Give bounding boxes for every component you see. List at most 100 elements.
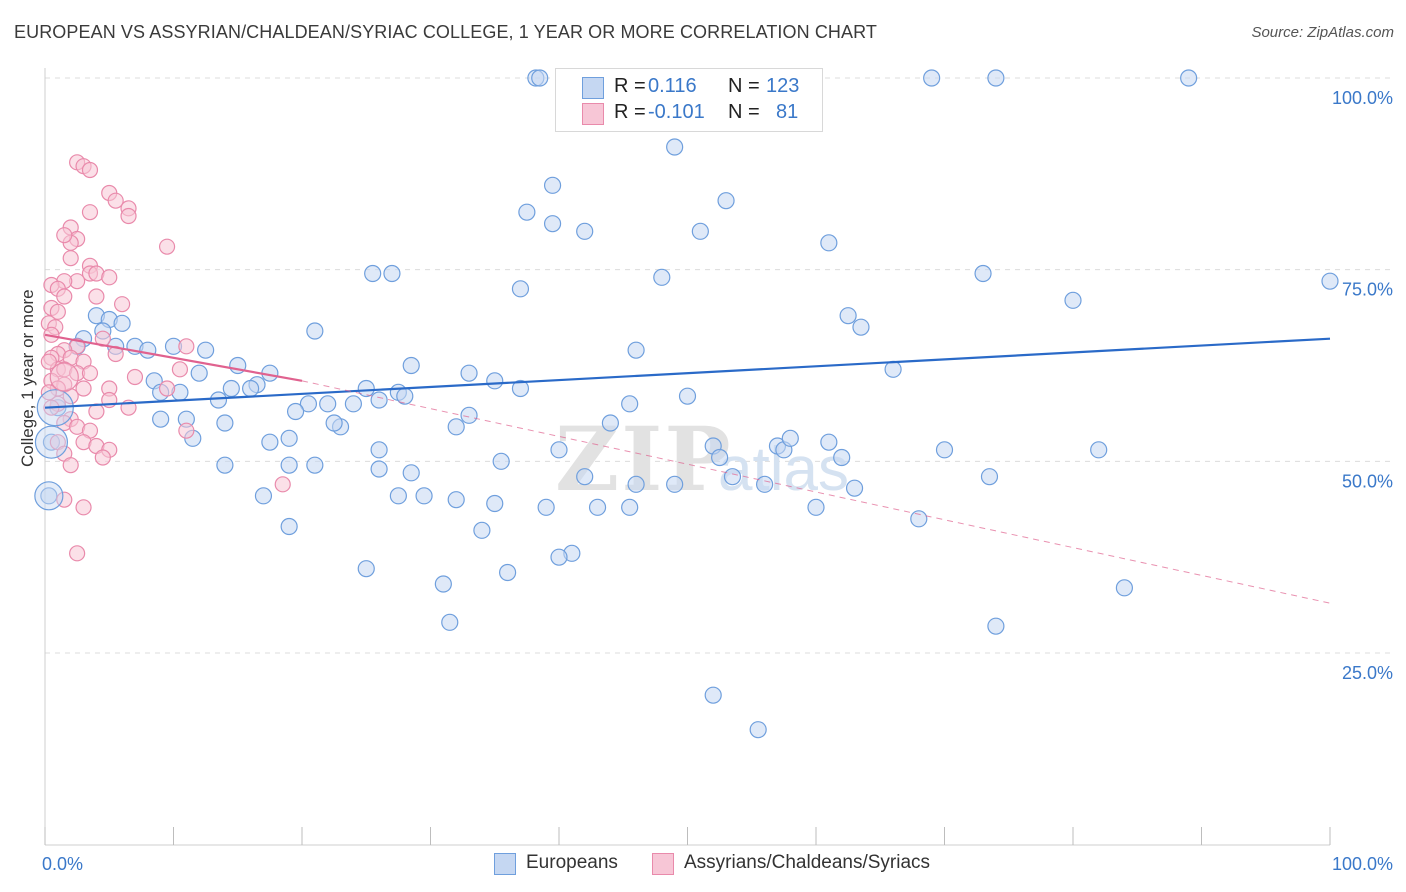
point-europeans [473,521,491,539]
point-europeans [499,563,517,582]
bottom-legend-europeans: Europeans [526,852,618,873]
y-tick-label: 50.0% [1342,471,1393,491]
point-europeans [434,575,452,593]
point-europeans [755,475,774,493]
point-europeans [511,280,530,298]
point-europeans [357,379,375,398]
point-europeans [254,487,273,505]
point-europeans [987,617,1005,635]
point-europeans [711,448,729,467]
point-assyrians [158,238,176,255]
point-europeans [666,138,684,156]
point-europeans [627,475,645,493]
y-tick-label: 25.0% [1342,663,1393,683]
point-europeans [402,464,420,482]
point-assyrians [69,545,86,562]
legend-r-value-2: -0.101 [648,101,705,123]
point-europeans [576,222,594,240]
watermark-zip: ZIP [555,407,733,511]
point-europeans [621,498,639,516]
point-europeans [357,560,375,578]
legend-n-label-2: N = [728,101,760,123]
point-assyrians [101,269,118,286]
point-europeans [910,510,928,528]
point-europeans [601,414,620,432]
legend-n-value-2: 81 [776,101,799,123]
point-europeans [370,460,388,478]
point-europeans [691,222,709,240]
point-europeans [492,452,510,470]
point-europeans [537,498,555,516]
point-europeans [543,176,562,194]
point-europeans [280,456,298,474]
point-europeans [190,364,208,382]
point-europeans [209,391,228,409]
point-europeans [884,360,902,378]
point-europeans [1115,579,1134,597]
point-assyrians [158,380,176,397]
point-assyrians [120,207,137,225]
point-europeans [242,379,260,398]
point-europeans [807,498,825,516]
point-europeans [286,402,305,421]
legend-box: R = 0.116 N = 123 R = -0.101 N = 81 [555,68,823,132]
point-europeans [344,395,362,413]
point-europeans [280,517,298,536]
point-europeans [113,314,131,332]
y-tick-label: 75.0% [1342,280,1393,300]
trendline-assyrians [44,333,303,382]
point-europeans [550,548,568,566]
point-assyrians [56,227,73,244]
point-europeans [364,264,382,283]
legend-swatch-blue [582,77,604,99]
point-assyrians [43,326,60,343]
point-europeans [319,395,337,413]
point-europeans-cluster [34,481,64,511]
point-europeans [833,448,851,467]
point-europeans [415,487,433,505]
point-europeans [781,429,799,447]
point-europeans [987,69,1005,87]
point-europeans-cluster [34,425,69,459]
point-assyrians [62,250,79,267]
point-europeans [935,441,954,459]
point-assyrians [88,288,105,305]
point-europeans [389,487,407,505]
points-layer [34,69,1339,739]
point-europeans [261,433,279,451]
legend-r-label-2: R = [614,101,646,123]
bottom-legend-swatch-europeans [494,853,516,875]
point-europeans [1321,272,1339,290]
point-europeans [717,192,735,210]
point-europeans [486,372,504,390]
point-europeans [460,406,478,424]
point-europeans [216,414,234,432]
point-europeans [723,468,742,486]
point-europeans [460,364,478,382]
point-europeans [627,341,645,359]
point-europeans [974,264,992,283]
point-assyrians [107,192,124,209]
point-assyrians [56,288,73,305]
point-europeans [923,69,941,87]
y-axis-label: College, 1 year or more [18,289,37,467]
legend-n-value-1: 123 [766,75,800,97]
point-assyrians [171,361,189,378]
point-assyrians [126,368,144,386]
source-credit: Source: ZipAtlas.com [1251,24,1394,41]
point-europeans [299,395,318,413]
point-assyrians [178,338,195,355]
point-assyrians [75,380,92,397]
chart-title: EUROPEAN VS ASSYRIAN/CHALDEAN/SYRIAC COL… [14,22,878,42]
trendline-europeans [44,337,1331,409]
point-assyrians [62,457,79,474]
point-assyrians [81,161,99,179]
point-europeans [678,387,697,405]
legend-r-label-1: R = [614,75,646,97]
point-europeans [704,686,722,704]
point-assyrians [75,499,92,516]
legend-swatch-pink [582,103,604,125]
point-assyrians [113,296,131,313]
point-europeans [820,234,838,252]
point-europeans [306,456,324,474]
